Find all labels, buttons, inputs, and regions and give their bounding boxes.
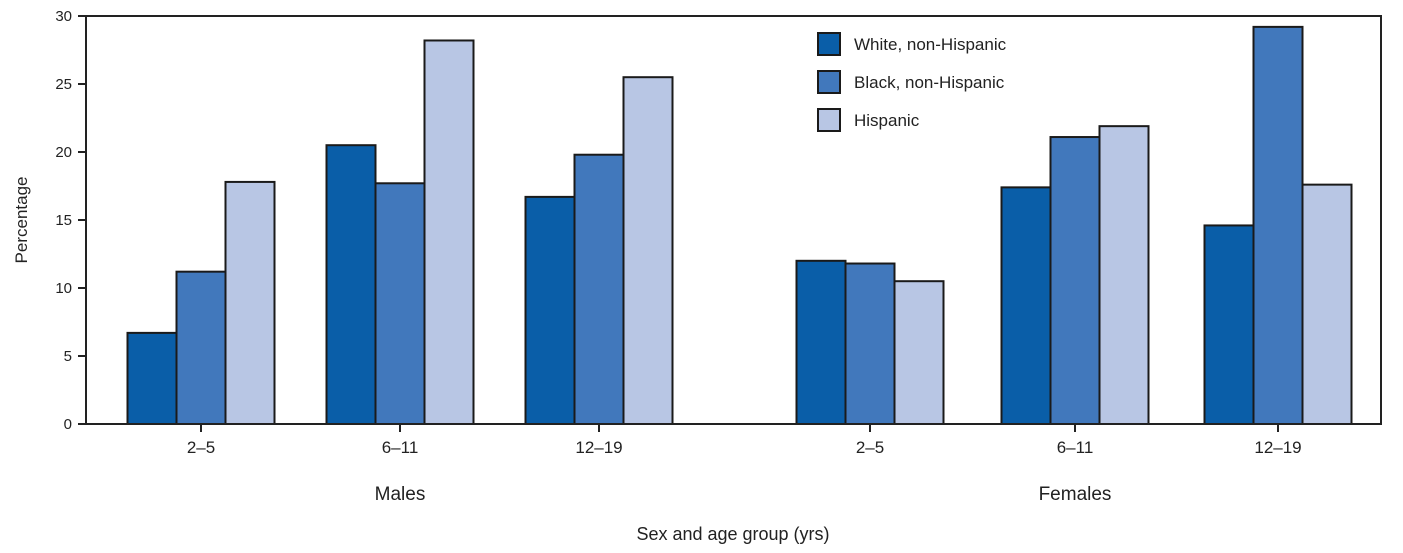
legend-swatch <box>817 70 841 94</box>
y-tick-label: 0 <box>64 416 72 433</box>
bar <box>1098 125 1150 425</box>
bar <box>1203 224 1255 425</box>
bars <box>126 25 1353 426</box>
legend-swatch <box>817 108 841 132</box>
bar <box>524 195 576 425</box>
legend-label: Black, non-Hispanic <box>854 73 1005 92</box>
bar <box>1252 25 1304 425</box>
y-axis-label: Percentage <box>12 177 31 264</box>
x-tick-label: 6–11 <box>382 438 419 457</box>
y-tick-label: 5 <box>64 348 72 365</box>
legend: White, non-Hispanic Black, non-Hispanic Hi… <box>817 32 1007 132</box>
x-tick-label: 12–19 <box>575 438 622 457</box>
legend-label: Hispanic <box>854 111 920 130</box>
x-axis-label: Sex and age group (yrs) <box>636 524 829 544</box>
y-tick-label: 20 <box>55 144 72 161</box>
y-tick-label: 10 <box>55 280 72 297</box>
y-tick-label: 30 <box>55 8 72 25</box>
bar <box>1301 183 1353 425</box>
bar <box>1000 186 1052 425</box>
bar <box>844 262 896 425</box>
x-tick-label: 12–19 <box>1254 438 1301 457</box>
bar <box>126 331 178 426</box>
plot-area-frame <box>85 15 1382 425</box>
y-axis-ticks: 0 5 10 15 20 25 30 <box>55 8 86 433</box>
bar <box>224 180 276 425</box>
bar <box>573 153 625 425</box>
bar <box>423 39 475 425</box>
bar <box>1049 136 1101 425</box>
group-label: Males <box>375 484 426 505</box>
group-label: Females <box>1039 484 1112 505</box>
bar <box>374 182 426 425</box>
bar <box>325 144 377 425</box>
bar <box>893 280 945 426</box>
y-tick-label: 25 <box>55 76 72 93</box>
bar <box>795 259 847 425</box>
group-labels: Males Females <box>375 484 1112 505</box>
x-tick-label: 6–11 <box>1057 438 1094 457</box>
x-tick-label: 2–5 <box>856 438 884 457</box>
legend-swatch <box>817 32 841 56</box>
bar <box>622 76 674 425</box>
x-tick-label: 2–5 <box>187 438 215 457</box>
x-axis-ticks: 2–5 6–11 12–19 2–5 6–11 12–19 <box>187 424 1302 457</box>
bar <box>175 270 227 425</box>
y-tick-label: 15 <box>55 212 72 229</box>
legend-label: White, non-Hispanic <box>854 35 1007 54</box>
